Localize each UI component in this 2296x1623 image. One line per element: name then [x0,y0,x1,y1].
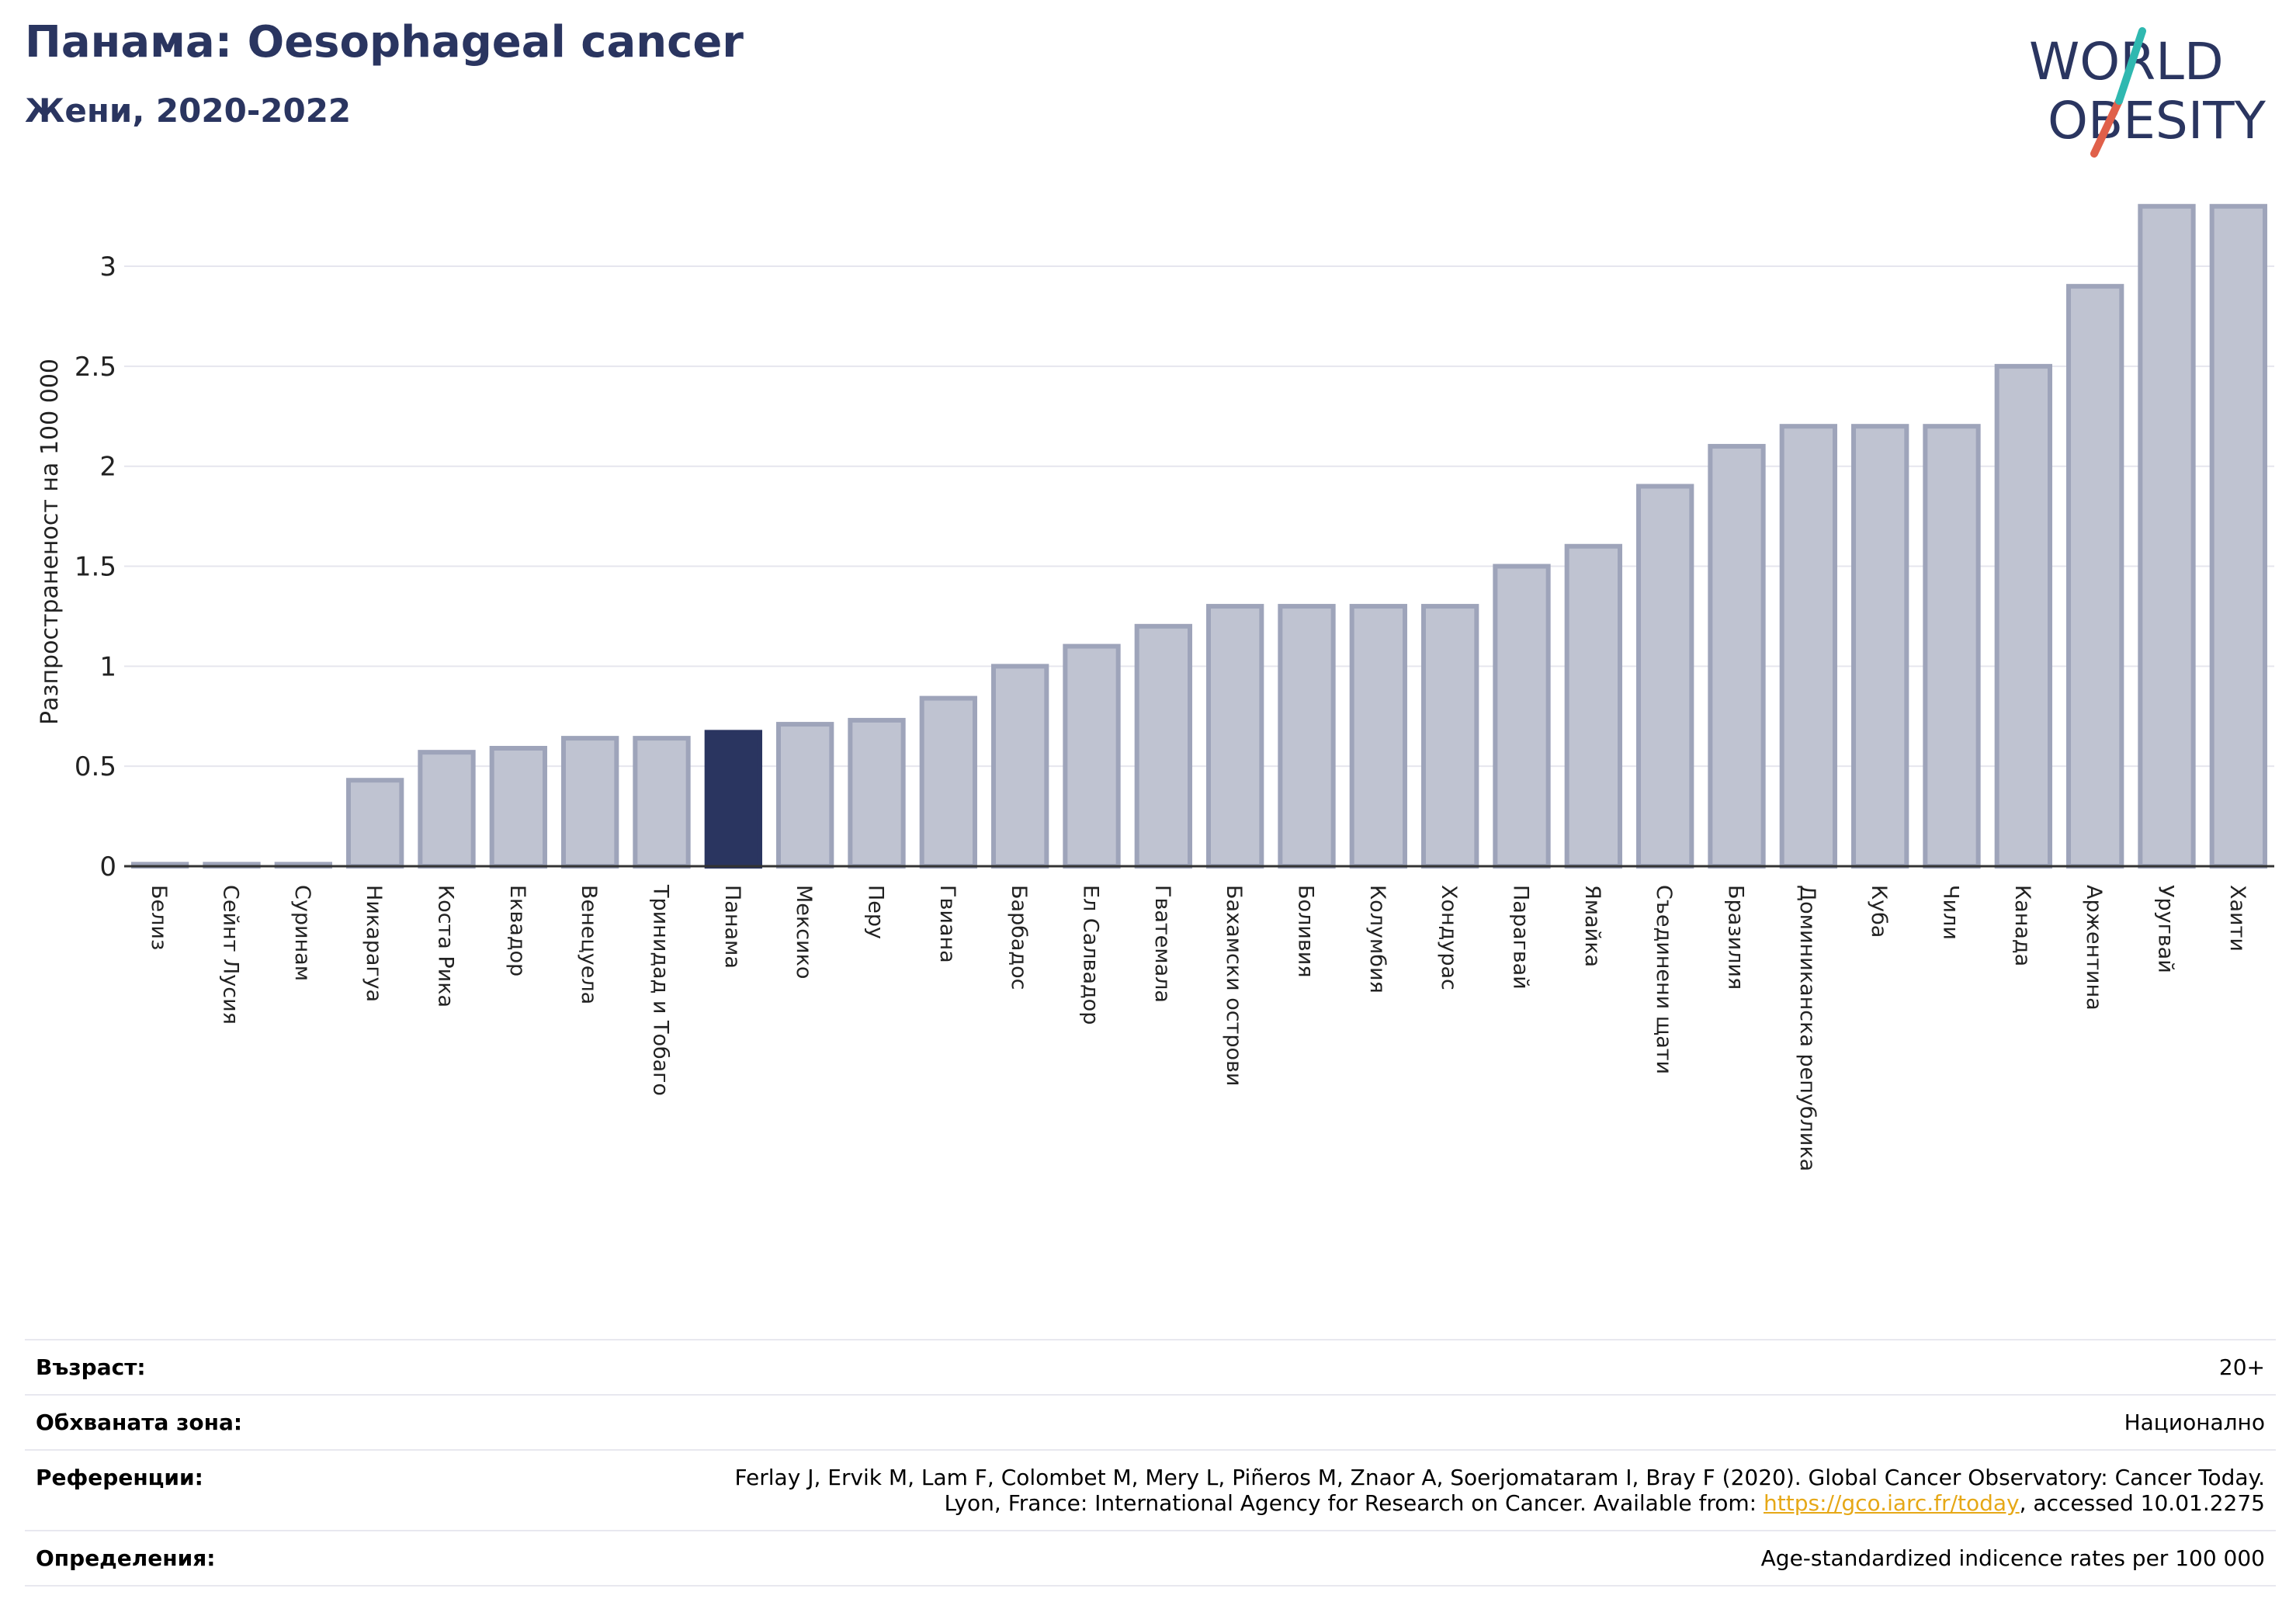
page-title: Панама: Oesophageal cancer [25,17,744,68]
bar [991,664,1049,869]
references-label: Референции: [36,1465,203,1490]
bar [1206,604,1264,869]
bar [919,695,977,869]
bar [1779,424,1837,869]
meta-row-area: Обхваната зона: Национално [25,1394,2276,1449]
age-label: Възраст: [36,1354,146,1380]
y-tick-label: 3 [99,251,116,283]
world-obesity-logo: WORLD OBESITY [2029,27,2267,158]
bar [2138,203,2196,869]
x-tick-label: Ямайка [1580,885,1604,967]
x-tick-label: Хондурас [1437,885,1461,990]
x-tick-label: Канада [2010,885,2034,966]
bar [489,745,547,869]
x-tick-label: Мексико [792,885,816,979]
bar [2066,283,2124,869]
y-axis-label: Разпространеност на 100 000 [36,359,64,725]
bar [848,717,906,869]
x-tick-label: Доминиканска република [1795,885,1819,1171]
bar [1493,564,1551,869]
x-tick-label: Хаити [2225,885,2249,952]
x-tick-label: Колумбия [1365,885,1389,994]
x-tick-label: Никарагуа [362,885,386,1002]
x-tick-label: Парагвай [1509,885,1533,990]
definitions-value: Age-standardized indicence rates per 100… [1760,1545,2265,1571]
bar [633,736,691,869]
references-value: Ferlay J, Ervik M, Lam F, Colombet M, Me… [734,1465,2265,1516]
x-tick-label: Сейнт Лусия [219,885,243,1025]
bar [1278,604,1336,869]
x-tick-label: Куба [1867,885,1891,938]
y-tick-label: 2 [99,452,116,483]
meta-row-definitions: Определения: Age-standardized indicence … [25,1530,2276,1587]
bar [1994,363,2052,869]
x-tick-label: Съединени щати [1652,885,1676,1074]
bar [346,778,404,869]
x-tick-label: Бахамски острови [1222,885,1246,1086]
x-tick-label: Гватемала [1150,885,1174,1003]
bar [1063,643,1121,869]
logo-line2: OBESITY [2048,91,2267,151]
bar [1923,424,1981,869]
x-tick-label: Суринам [290,885,314,981]
definitions-label: Определения: [36,1545,216,1571]
x-tick-label: Гвиана [935,885,959,963]
bar [1851,424,1909,869]
bar [1134,623,1192,869]
references-link[interactable]: https://gco.iarc.fr/today [1764,1490,2020,1516]
x-tick-label: Еквадор [505,885,529,976]
age-value: 20+ [2218,1354,2265,1380]
bar-chart: 0 0.5 1 1.5 2 2.5 3 Разпространеност на 100 000… [36,203,2274,1171]
x-tick-label: Венецуела [577,885,601,1004]
x-tick-label: Боливия [1294,885,1318,978]
x-tick-label: Коста Рика [434,885,458,1007]
x-tick-label: Тринидад и Тобаго [649,884,673,1096]
x-tick-label: Ел Салвадор [1079,885,1103,1025]
x-tick-label: Перу [864,885,888,939]
references-line1: Ferlay J, Ervik M, Lam F, Colombet M, Me… [734,1465,2265,1490]
x-tick-label: Чили [1939,885,1963,940]
area-value: Национално [2124,1410,2265,1435]
bar [1564,543,1622,869]
bar [1421,604,1479,869]
logo-slash-teal [2115,27,2146,105]
bar [2209,203,2267,869]
y-tick-label: 1.5 [75,552,116,583]
bar [1708,443,1766,869]
x-tick-label: Аржентина [2082,885,2106,1011]
y-tick-label: 0.5 [75,751,116,782]
page-subtitle: Жени, 2020-2022 [25,92,352,130]
x-tick-label: Панама [720,885,744,969]
area-label: Обхваната зона: [36,1410,243,1435]
references-line2-post: , accessed 10.01.2275 [2019,1490,2265,1516]
x-tick-label: Уругвай [2154,885,2178,973]
bar [418,750,476,869]
bar [1349,604,1407,869]
y-tick-label: 0 [99,851,116,883]
bar [776,722,834,869]
meta-row-age: Възраст: 20+ [25,1339,2276,1394]
bar [1636,484,1694,869]
logo-slash-red [2090,97,2123,158]
bar [561,736,619,869]
y-tick-label: 2.5 [75,352,116,383]
bar [704,730,762,869]
x-tick-label: Барбадос [1007,885,1031,990]
meta-row-references: Референции: Ferlay J, Ervik M, Lam F, Co… [25,1449,2276,1530]
references-line2-pre: Lyon, France: International Agency for R… [944,1490,1764,1516]
x-tick-label: Бразилия [1724,885,1748,990]
x-tick-label: Белиз [147,885,171,950]
y-tick-label: 1 [99,651,116,682]
metadata-table: Възраст: 20+ Обхваната зона: Национално … [25,1339,2276,1587]
